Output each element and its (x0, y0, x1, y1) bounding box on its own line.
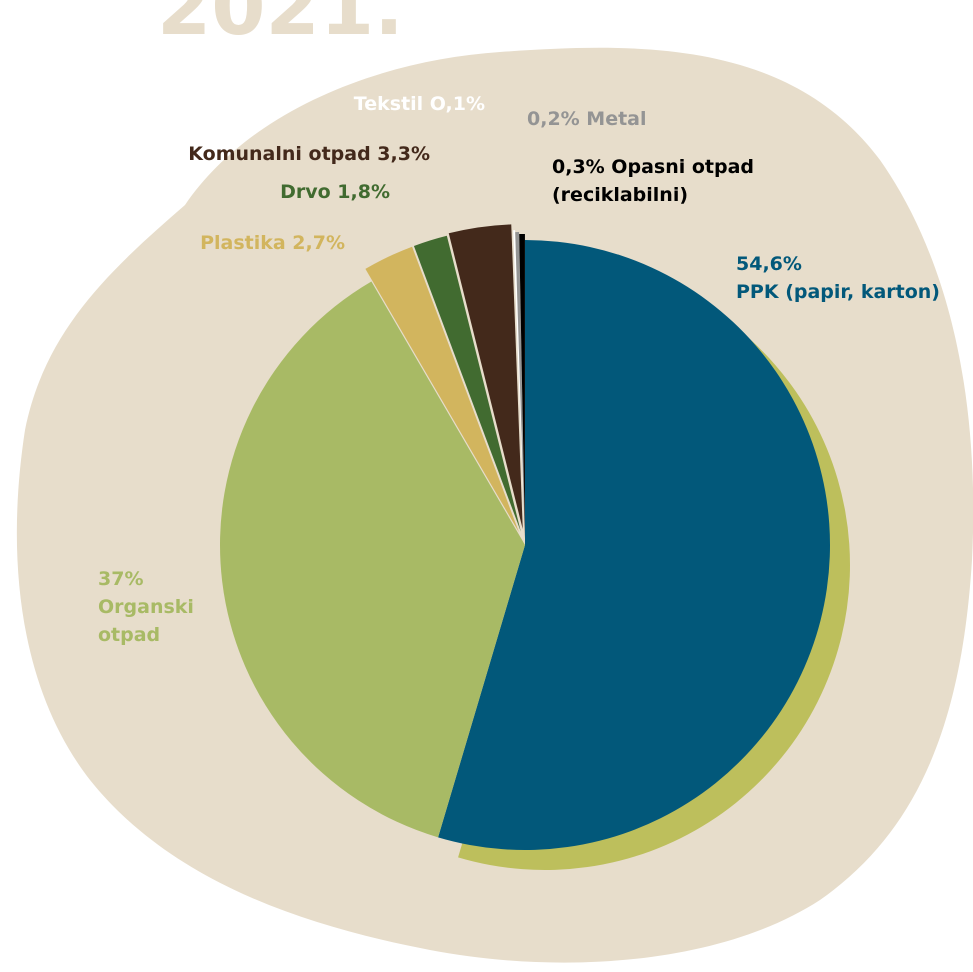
pie-slice-2 (220, 281, 525, 838)
slice-label-line: 0,2% Metal (527, 108, 647, 130)
slice-label-line: 54,6% (736, 253, 802, 275)
slice-label-line: Organski (98, 596, 194, 618)
pie-slice-3 (365, 246, 519, 533)
slice-label-3: Plastika 2,7% (200, 232, 345, 254)
slice-label-line: otpad (98, 624, 160, 646)
slice-label-line: 0,3% Opasni otpad (552, 156, 754, 178)
pie-slices (220, 224, 831, 850)
chart-title: 2021. (157, 0, 404, 53)
slice-label-5: Komunalni otpad 3,3% (188, 143, 430, 165)
slice-label-8: 0,3% Opasni otpad (reciklabilni) (552, 156, 754, 206)
slice-label-1: 54,6% PPK (papir, karton) (736, 253, 940, 303)
pie-labels: 54,6% PPK (papir, karton) 37% Organski otpad… (98, 93, 940, 646)
pie-slice-1 (438, 240, 831, 850)
pie-slice-6 (513, 230, 525, 536)
slice-label-line: Plastika 2,7% (200, 232, 345, 254)
pie-slice-7 (515, 232, 525, 538)
pie-slice-8 (519, 234, 525, 540)
slice-label-6: Tekstil O,1% (354, 93, 485, 115)
slice-label-4: Drvo 1,8% (280, 181, 390, 203)
slice-label-line: Komunalni otpad 3,3% (188, 143, 430, 165)
slice-label-line: Tekstil O,1% (354, 93, 485, 115)
slice-label-2: 37% Organski otpad (98, 568, 194, 646)
pie-slice-5 (448, 224, 523, 530)
slice-label-7: 0,2% Metal (527, 108, 647, 130)
pie-slice-4 (413, 235, 521, 532)
slice-label-line: (reciklabilni) (552, 184, 688, 206)
slice-label-line: Drvo 1,8% (280, 181, 390, 203)
slice-label-line: PPK (papir, karton) (736, 281, 940, 303)
slice-label-line: 37% (98, 568, 143, 590)
